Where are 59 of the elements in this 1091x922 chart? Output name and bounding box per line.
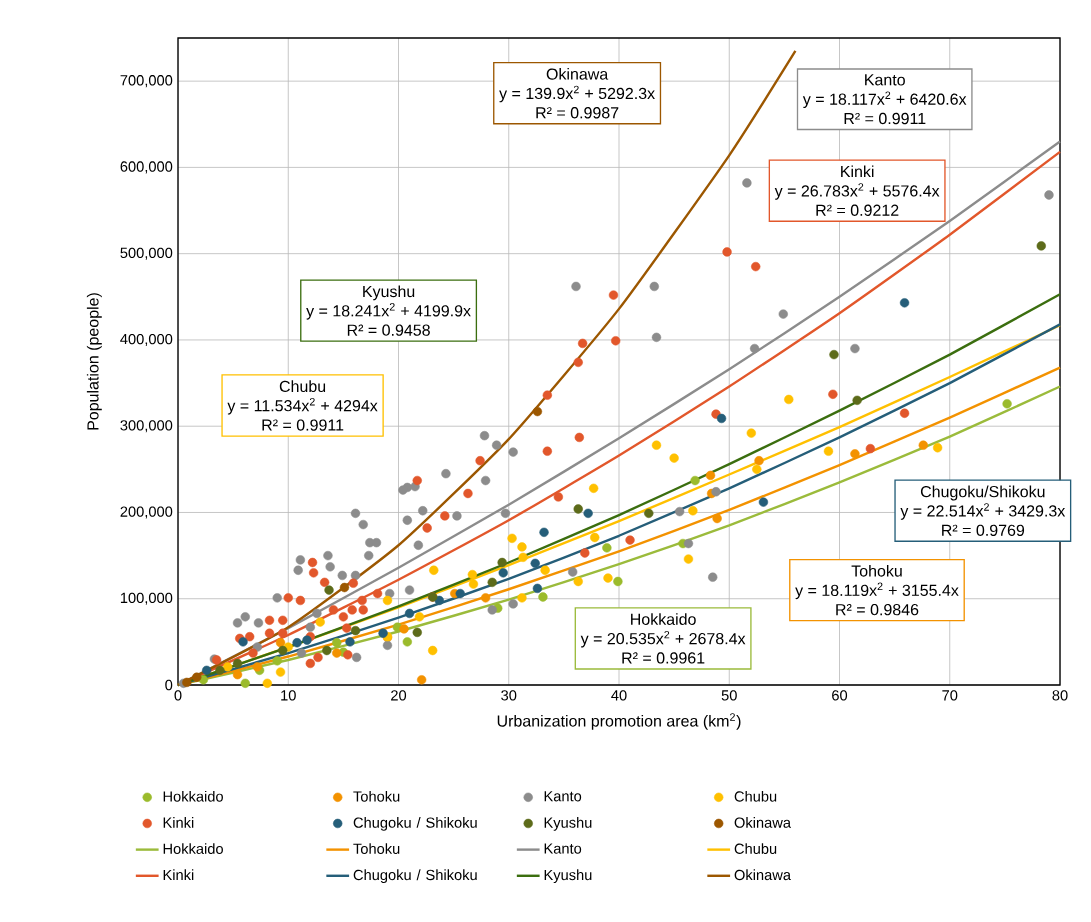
annotation: R² = 0.9846 [836,603,919,616]
annotation: y = 18.117x$^{2}$ + 6420.6x [802,91,967,109]
legend-label: Kanto [544,791,582,802]
annotation: y = 22.514x$^{2}$ + 3429.3x [900,503,1066,520]
legend-label: Chubu [734,843,777,854]
y-tick-label: 400,000 [120,333,173,346]
x-tick-label: 10 [281,690,296,701]
y-tick-label: 300,000 [120,420,173,433]
legend-label: Kyushu [544,869,592,884]
y-axis-title: Population (people) [86,293,102,430]
annotation: Tohoku [851,564,902,577]
legend-label: Hokkaido [163,843,223,854]
annotation: y = 26.783x$^{2}$ + 5576.4x [774,183,940,200]
annotation: y = 20.535x$^{2}$ + 2678.4x [580,630,746,648]
y-tick-label: 0 [165,679,173,691]
legend-label: Chugoku / Shikoku [353,817,477,831]
legend-label: Kinki [163,817,194,828]
x-tick-label: 30 [501,690,517,701]
annotation: Okinawa [546,68,609,80]
annotation: Hokkaido [631,613,696,625]
annotation: R² = 0.9769 [942,524,1025,536]
annotation: R² = 0.9458 [347,324,430,336]
y-tick-label: 700,000 [120,75,173,88]
legend-label: Kyushu [544,817,592,831]
y-tick-label: 100,000 [120,592,173,605]
annotation: Kanto [865,74,905,86]
annotation: Chubu [279,380,326,393]
annotation: Kyushu [363,285,415,301]
legend-label: Kinki [163,869,194,880]
annotation: y = 139.9x$^{2}$ + 5292.3x [499,85,655,103]
annotation: R² = 0.9911 [844,112,926,125]
x-tick-label: 80 [1052,690,1068,701]
legend-label: Tohoku [353,790,400,802]
annotation: R² = 0.9961 [622,652,705,664]
legend-label: Hokkaido [163,790,223,802]
annotation: R² = 0.9987 [536,107,619,119]
annotation: y = 18.119x$^{2}$ + 3155.4x [795,582,959,600]
annotation: Kinki [841,165,874,178]
x-tick-label: 50 [721,690,737,701]
x-axis-title: Urbanization promotion area (km$^{2}$) [497,713,741,730]
legend-label: Chubu [734,790,777,802]
y-tick-label: 500,000 [120,247,173,260]
legend-label: Chugoku / Shikoku [353,869,477,884]
x-tick-label: 0 [174,690,182,701]
legend-label: Kanto [544,843,582,854]
x-tick-label: 20 [391,690,407,701]
legend-label: Tohoku [353,843,400,854]
x-tick-label: 40 [611,690,627,701]
annotation: R² = 0.9212 [816,204,899,216]
annotation: R² = 0.9911 [262,419,344,431]
y-tick-label: 600,000 [120,161,173,174]
annotation: y = 11.534x$^{2}$ + 4294x [227,397,378,415]
x-tick-label: 60 [832,690,848,701]
y-tick-label: 200,000 [120,506,173,519]
annotation: Chugoku/Shikoku [920,485,1045,501]
x-tick-label: 70 [942,690,958,701]
annotation: y = 18.241x$^{2}$ + 4199.9x [306,303,471,320]
legend-label: Okinawa [734,869,792,881]
legend-label: Okinawa [734,817,792,828]
